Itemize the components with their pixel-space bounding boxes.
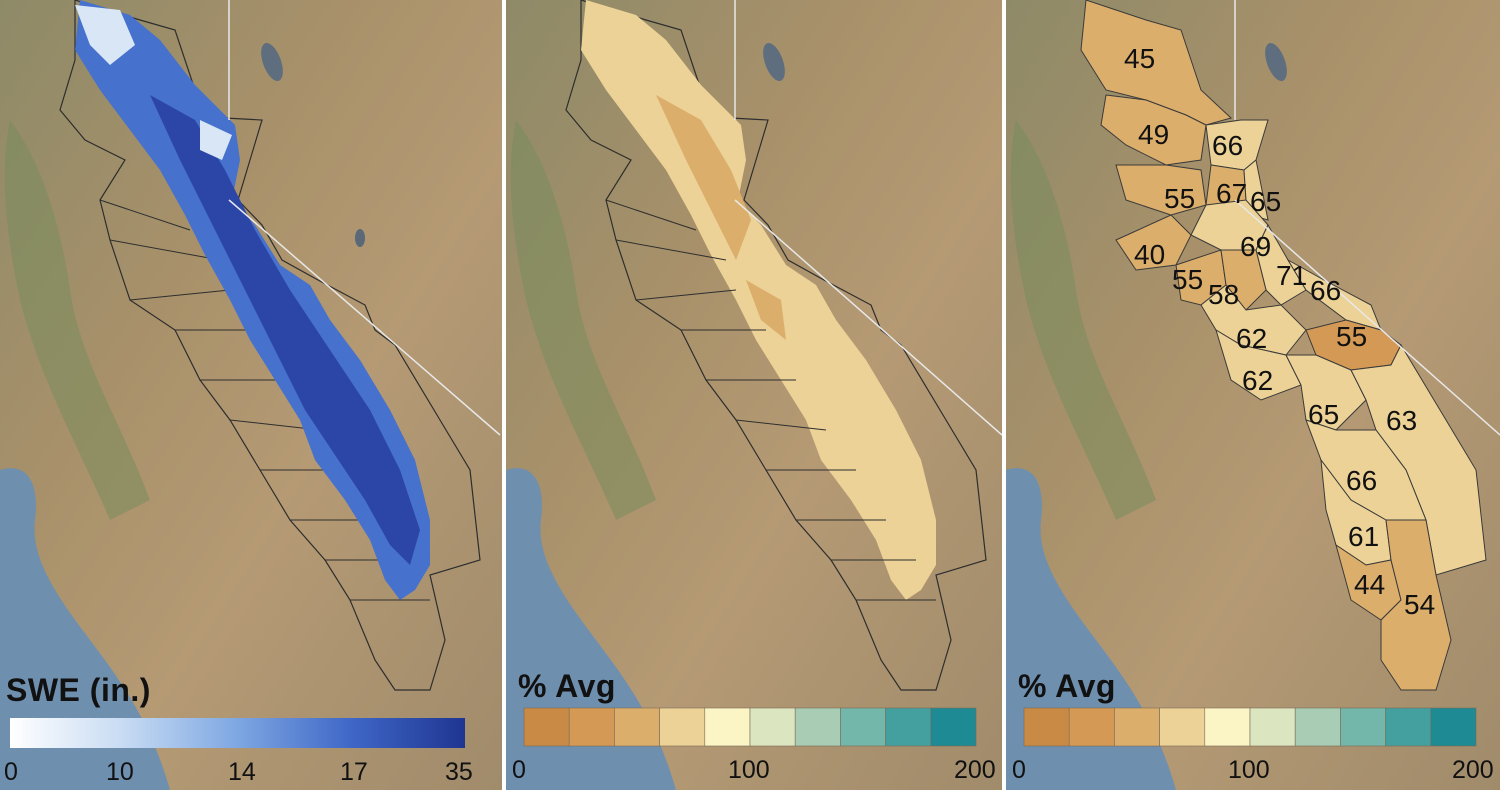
basin-value-label: 49 bbox=[1138, 119, 1169, 150]
swe-map-panel: SWE (in.) 0 10 14 17 35 bbox=[0, 0, 502, 790]
pct-avg-basin-panel: 45 49 66 55 67 65 40 69 71 55 58 66 62 5… bbox=[1006, 0, 1500, 790]
basin-value-label: 55 bbox=[1172, 264, 1203, 295]
basin-value-label: 69 bbox=[1240, 231, 1271, 262]
swe-map bbox=[0, 0, 502, 790]
basin-value-label: 65 bbox=[1250, 186, 1281, 217]
basin-divisions bbox=[605, 199, 936, 601]
basin-value-labels: 45 49 66 55 67 65 40 69 71 55 58 66 62 5… bbox=[1124, 43, 1435, 620]
snow-edge bbox=[75, 5, 232, 160]
basin-value-label: 61 bbox=[1348, 521, 1379, 552]
basin-value-label: 63 bbox=[1386, 405, 1417, 436]
basin-value-label: 62 bbox=[1242, 365, 1273, 396]
snow-core bbox=[150, 95, 420, 565]
lake bbox=[1265, 42, 1287, 82]
pct-colorbar bbox=[523, 707, 977, 747]
pct-avg-low bbox=[656, 95, 786, 340]
valley-green bbox=[4, 120, 150, 520]
lake bbox=[763, 42, 785, 82]
swe-legend-title: SWE (in.) bbox=[6, 672, 151, 708]
basin-value-label: 44 bbox=[1354, 569, 1385, 600]
pct-raster-tick-200: 200 bbox=[954, 756, 996, 784]
pct-avg-basin-map: 45 49 66 55 67 65 40 69 71 55 58 66 62 5… bbox=[1006, 0, 1500, 790]
basin-value-label: 62 bbox=[1236, 323, 1267, 354]
swe-tick-0: 0 bbox=[4, 758, 18, 786]
pct-raster-tick-100: 100 bbox=[728, 756, 770, 784]
pct-basin-tick-0: 0 bbox=[1012, 756, 1026, 784]
basin-value-label: 65 bbox=[1308, 399, 1339, 430]
basin-value-label: 58 bbox=[1208, 279, 1239, 310]
pct-avg-raster-panel: % Avg 0 100 200 bbox=[506, 0, 1002, 790]
state-line-diagonal bbox=[228, 199, 501, 436]
pct-raster-tick-0: 0 bbox=[512, 756, 526, 784]
basin-value-label: 66 bbox=[1346, 465, 1377, 496]
state-line-diagonal bbox=[734, 199, 1002, 436]
valley-green bbox=[510, 120, 656, 520]
swe-tick-35: 35 bbox=[445, 758, 473, 786]
pct-colorbar bbox=[1023, 707, 1477, 747]
basin-value-label: 71 bbox=[1276, 260, 1307, 291]
swe-colorbar bbox=[10, 718, 465, 748]
swe-tick-14: 14 bbox=[228, 758, 256, 786]
pct-basin-tick-100: 100 bbox=[1228, 756, 1270, 784]
swe-tick-10: 10 bbox=[106, 758, 134, 786]
state-line-diagonal bbox=[1234, 199, 1500, 436]
lake-small bbox=[355, 229, 365, 247]
basin-value-label: 45 bbox=[1124, 43, 1155, 74]
ocean bbox=[0, 468, 170, 790]
swe-tick-17: 17 bbox=[340, 758, 368, 786]
basin-value-label: 66 bbox=[1212, 130, 1243, 161]
pct-avg-raster-map bbox=[506, 0, 1002, 790]
basin-value-label: 55 bbox=[1336, 321, 1367, 352]
basin-value-label: 67 bbox=[1216, 178, 1247, 209]
basin-fills bbox=[1080, 0, 1487, 691]
pct-basin-tick-200: 200 bbox=[1452, 756, 1494, 784]
valley-green bbox=[1010, 120, 1156, 520]
basin-value-label: 40 bbox=[1134, 239, 1165, 270]
basin-value-label: 55 bbox=[1164, 183, 1195, 214]
basin-value-label: 54 bbox=[1404, 589, 1435, 620]
pct-basin-legend-title: % Avg bbox=[1018, 668, 1116, 704]
basin-value-label: 66 bbox=[1310, 275, 1341, 306]
lake bbox=[261, 42, 283, 82]
pct-raster-legend-title: % Avg bbox=[518, 668, 616, 704]
basin-divisions bbox=[99, 199, 430, 601]
